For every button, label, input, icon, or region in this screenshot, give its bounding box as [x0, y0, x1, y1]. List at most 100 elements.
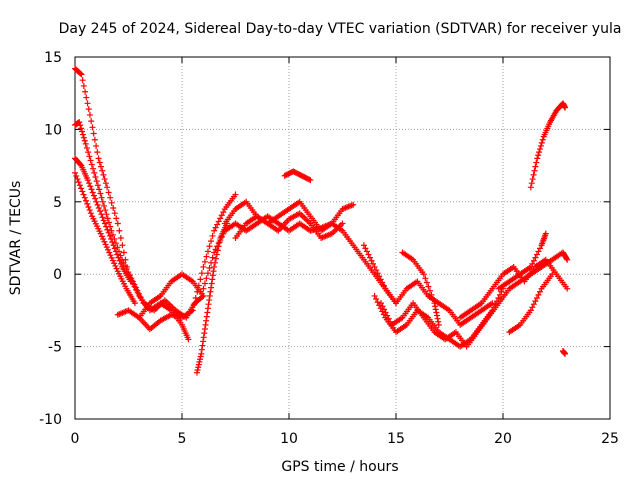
series-trace-20	[559, 347, 569, 357]
data-point	[80, 82, 87, 89]
data-point	[367, 254, 374, 261]
data-point	[200, 292, 207, 299]
data-point	[109, 239, 116, 246]
data-point	[426, 287, 433, 294]
data-point	[373, 267, 380, 274]
data-point	[97, 208, 104, 215]
series-trace-8	[200, 213, 399, 307]
data-point	[87, 157, 94, 164]
data-point	[78, 71, 85, 78]
data-point	[536, 288, 543, 295]
data-point	[132, 284, 139, 291]
data-point	[215, 240, 222, 247]
x-tick-label: 5	[178, 431, 187, 447]
data-point	[100, 217, 107, 224]
data-point	[101, 220, 108, 227]
data-point	[203, 275, 210, 282]
data-point	[435, 321, 442, 328]
data-point	[81, 137, 88, 144]
data-point	[111, 260, 118, 267]
data-point	[192, 294, 199, 301]
data-point	[81, 194, 88, 201]
data-point	[100, 236, 107, 243]
data-point	[203, 253, 210, 260]
series-trace-17	[495, 230, 549, 292]
data-point	[212, 246, 219, 253]
data-point	[98, 194, 105, 201]
data-point	[104, 215, 111, 222]
data-point	[98, 211, 105, 218]
data-point	[204, 305, 211, 312]
data-point	[116, 227, 123, 234]
data-point	[102, 180, 109, 187]
data-point	[432, 306, 439, 313]
data-point	[350, 201, 357, 208]
data-point	[528, 180, 535, 187]
data-point	[77, 122, 84, 129]
data-point	[79, 131, 86, 138]
data-point	[197, 276, 204, 283]
data-point	[204, 248, 211, 255]
data-point	[201, 258, 208, 265]
data-point	[533, 251, 540, 258]
data-point	[94, 149, 101, 156]
y-tick-label: 5	[53, 195, 62, 211]
data-point	[206, 297, 213, 304]
data-point	[374, 299, 381, 306]
data-point	[97, 230, 104, 237]
data-point	[428, 291, 435, 298]
data-point	[103, 244, 110, 251]
data-point	[527, 263, 534, 270]
data-point	[205, 301, 212, 308]
data-point	[106, 249, 113, 256]
data-point	[306, 176, 313, 183]
data-point	[78, 125, 85, 132]
data-point	[108, 254, 115, 261]
data-point	[214, 243, 221, 250]
data-point	[307, 177, 314, 184]
series-trace-16	[457, 256, 571, 321]
data-point	[203, 317, 210, 324]
data-point	[91, 136, 98, 143]
data-point	[185, 336, 192, 343]
data-point	[211, 249, 218, 256]
data-point	[202, 321, 209, 328]
data-point	[85, 106, 92, 113]
data-point	[535, 248, 542, 255]
data-point	[131, 281, 138, 288]
data-point	[105, 246, 112, 253]
data-point	[114, 244, 121, 251]
data-point	[562, 350, 569, 357]
data-point	[363, 248, 370, 255]
data-point	[80, 134, 87, 141]
data-point	[433, 309, 440, 316]
x-tick-label: 20	[494, 431, 512, 447]
data-point	[200, 285, 207, 292]
data-point	[77, 70, 84, 77]
data-point	[371, 292, 378, 299]
plot-frame	[74, 56, 611, 420]
data-point	[198, 270, 205, 277]
data-point	[110, 242, 117, 249]
data-point	[429, 296, 436, 303]
data-point	[194, 366, 201, 373]
data-point	[102, 241, 109, 248]
data-point	[433, 312, 440, 319]
data-point	[207, 288, 214, 295]
data-point	[422, 275, 429, 282]
data-point	[368, 257, 375, 264]
data-point	[379, 303, 386, 310]
data-point	[535, 152, 542, 159]
data-point	[527, 184, 534, 191]
data-point	[212, 255, 219, 262]
data-point	[93, 142, 100, 149]
data-point	[105, 189, 112, 196]
data-point	[101, 176, 108, 183]
data-point	[530, 257, 537, 264]
data-point	[104, 226, 111, 233]
data-point	[100, 171, 107, 178]
data-point	[201, 280, 208, 287]
data-point	[529, 176, 536, 183]
data-point	[423, 279, 430, 286]
